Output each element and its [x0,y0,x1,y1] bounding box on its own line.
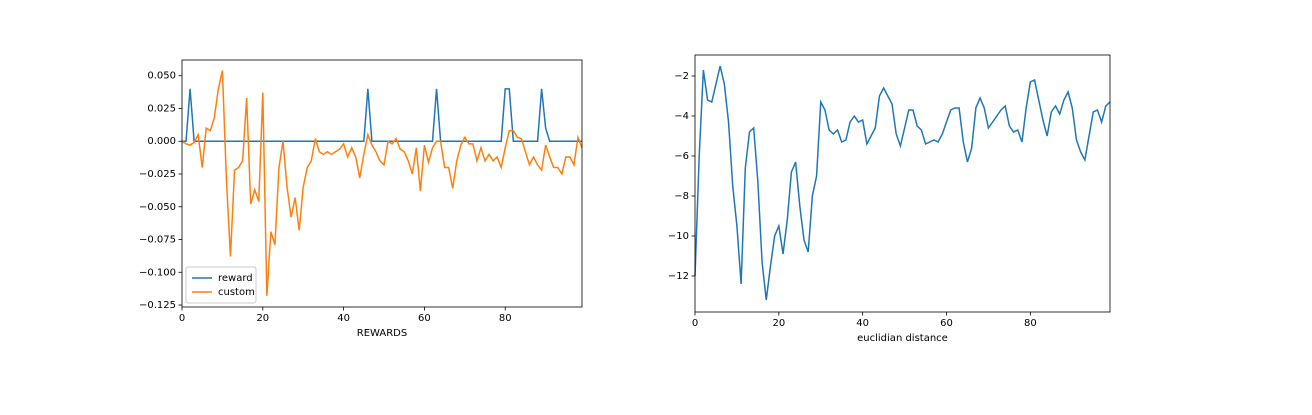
x-tick-label: 0 [179,313,185,324]
y-tick-label: −0.050 [139,202,176,213]
y-tick-label: −0.075 [139,235,176,246]
x-tick-label: 20 [256,313,269,324]
x-tick-label: 80 [1024,318,1037,329]
legend-label: reward [218,273,253,284]
y-tick-label: −8 [674,191,689,202]
x-tick-label: 0 [692,318,698,329]
y-tick-label: 0.025 [147,103,176,114]
y-tick-label: −10 [668,231,689,242]
plot-area [182,60,582,307]
y-tick-label: −6 [674,151,689,162]
x-tick-label: 40 [856,318,869,329]
x-tick-label: 60 [940,318,953,329]
y-tick-label: −2 [674,71,689,82]
legend-box [185,266,257,304]
line [694,65,1111,301]
x-axis-label: euclidian distance [857,333,948,344]
line [181,70,583,296]
y-tick-label: −4 [674,111,689,122]
x-tick-label: 60 [418,313,431,324]
y-tick-label: 0.050 [147,71,176,82]
axes-frame [181,59,583,308]
y-tick-label: −0.025 [139,169,176,180]
legend-label: custom [218,287,255,298]
y-tick-label: −0.100 [139,267,176,278]
x-axis-label: REWARDS [357,328,407,339]
y-tick-label: −0.125 [139,300,176,311]
y-tick-label: 0.000 [147,136,176,147]
x-tick-label: 40 [337,313,350,324]
x-tick-label: 80 [499,313,512,324]
x-tick-label: 20 [772,318,785,329]
axes-frame [694,54,1111,313]
y-tick-label: −12 [668,271,689,282]
plot-area [695,55,1110,312]
